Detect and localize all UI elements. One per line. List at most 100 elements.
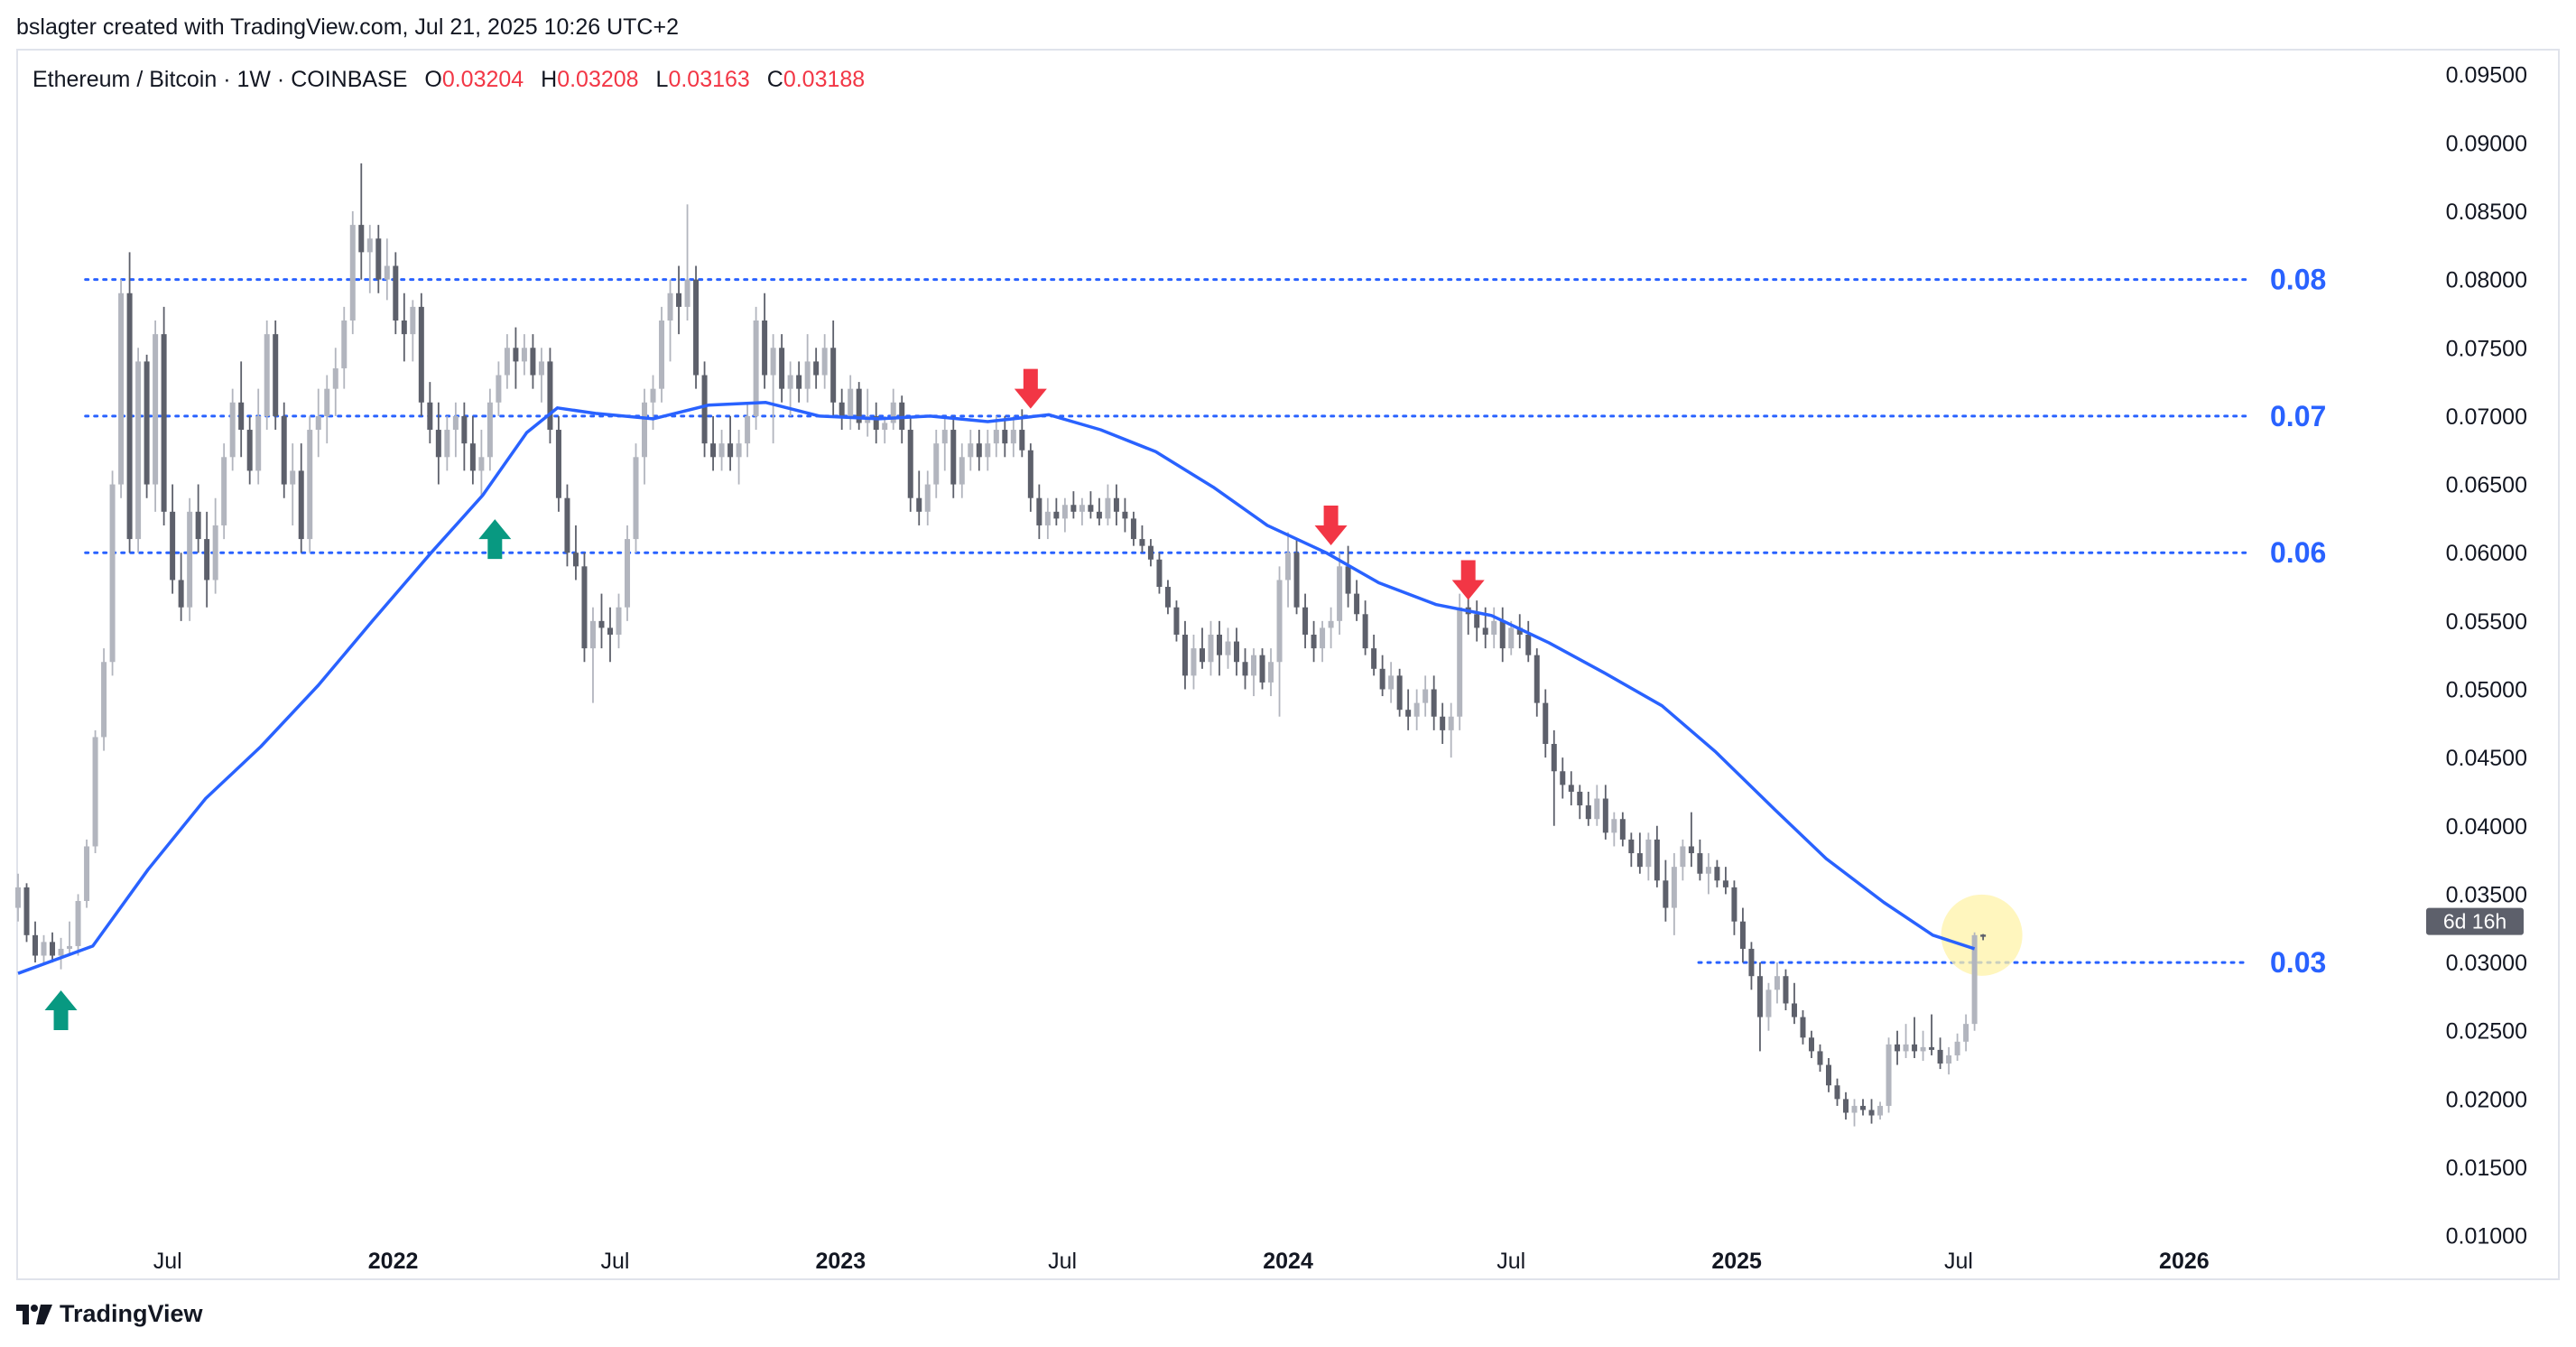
candle-body xyxy=(589,620,596,649)
y-tick-label: 0.03000 xyxy=(2446,951,2527,976)
candle-body xyxy=(109,484,116,663)
candle-body xyxy=(41,942,47,956)
candle-body xyxy=(50,942,56,956)
candle-body xyxy=(993,430,999,444)
candle-body xyxy=(1276,580,1283,663)
x-tick-label: 2026 xyxy=(2159,1249,2210,1274)
candle-body xyxy=(530,348,536,376)
level-label: 0.07 xyxy=(2270,400,2326,432)
candle-body xyxy=(950,430,957,485)
candle-body xyxy=(985,443,991,458)
candle-body xyxy=(1705,867,1711,874)
candle-body xyxy=(701,375,708,444)
countdown-text: 6d 16h xyxy=(2443,910,2507,934)
candle-body xyxy=(1963,1024,1969,1042)
candle-body xyxy=(907,430,913,498)
candle-body xyxy=(804,361,811,389)
candle-body xyxy=(298,470,304,540)
candle-body xyxy=(315,415,321,431)
candle-body xyxy=(452,415,459,431)
candle-body xyxy=(1739,921,1746,949)
candle-body xyxy=(1457,607,1463,717)
candle-body xyxy=(1860,1105,1867,1110)
candle-body xyxy=(1251,655,1257,676)
candle-body xyxy=(1379,668,1385,690)
candle-body xyxy=(839,402,845,416)
candle-body xyxy=(564,497,570,553)
candle-body xyxy=(1791,1003,1797,1017)
candle-body xyxy=(195,511,201,540)
close-value: 0.03188 xyxy=(783,67,866,92)
candle-body xyxy=(1156,559,1163,588)
candle-body xyxy=(1826,1064,1832,1086)
candle-body xyxy=(1130,518,1136,540)
candle-body xyxy=(1070,505,1077,512)
candle-body xyxy=(1173,607,1180,635)
candle-body xyxy=(538,361,544,376)
x-tick-label: Jul xyxy=(1048,1249,1077,1274)
candle-body xyxy=(555,430,561,498)
candle-body xyxy=(1516,627,1523,635)
candle-body xyxy=(1405,710,1412,717)
candle-body xyxy=(23,887,30,935)
candle-body xyxy=(67,945,73,949)
candle-body xyxy=(1259,655,1265,683)
candle-body xyxy=(727,443,734,458)
candle-body xyxy=(941,430,948,444)
low-value: 0.03163 xyxy=(668,67,750,92)
candle-body xyxy=(710,443,717,458)
candle-body xyxy=(273,334,279,416)
candle-body xyxy=(1448,716,1454,730)
candle-body xyxy=(1191,648,1197,676)
candle-body xyxy=(1225,641,1231,655)
y-tick-label: 0.08500 xyxy=(2446,200,2527,225)
candle-body xyxy=(1371,648,1377,669)
candle-body xyxy=(1680,846,1686,868)
candle-body xyxy=(830,348,837,403)
tradingview-logo[interactable]: TradingView xyxy=(16,1300,203,1328)
y-tick-label: 0.05000 xyxy=(2446,677,2527,702)
candle-body xyxy=(821,348,828,376)
candle-body xyxy=(1482,627,1488,635)
candle-body xyxy=(264,334,270,416)
annotation-layer xyxy=(44,368,1485,1031)
candle-body xyxy=(873,415,879,431)
x-tick-label: Jul xyxy=(1496,1249,1525,1274)
candle-body xyxy=(410,306,416,335)
y-tick-label: 0.05500 xyxy=(2446,609,2527,635)
open-value: 0.03204 xyxy=(441,67,524,92)
candle-body xyxy=(1019,430,1025,451)
candle-body xyxy=(1748,948,1755,977)
candle-body xyxy=(1234,641,1240,663)
candle-body xyxy=(1268,662,1274,683)
brand-name: TradingView xyxy=(60,1300,203,1327)
candle-body xyxy=(598,620,605,628)
candle-body xyxy=(1139,539,1145,546)
candle-body xyxy=(1903,1044,1909,1052)
candle-body xyxy=(1602,798,1608,833)
candle-body xyxy=(848,388,854,416)
candle-body xyxy=(1654,839,1660,881)
candle-body xyxy=(1242,662,1248,676)
moving-average-line xyxy=(17,401,1976,975)
candle-body xyxy=(246,430,253,471)
candle-body xyxy=(118,293,125,485)
candle-body xyxy=(1937,1049,1943,1064)
candle-body xyxy=(1671,867,1677,908)
candle-body xyxy=(968,443,974,458)
candle-body xyxy=(916,497,922,512)
candle-body xyxy=(1027,450,1033,498)
time-axis[interactable]: Jul 2022 Jul 2023 Jul 2024 Jul 2025 Jul 2026 xyxy=(153,1249,2210,1274)
candle-body xyxy=(976,443,982,458)
candle-body xyxy=(1036,497,1042,525)
arrow-up-icon xyxy=(44,990,78,1031)
candle-body xyxy=(1293,553,1300,608)
candle-body xyxy=(1912,1044,1918,1052)
candle-body xyxy=(1044,511,1051,525)
level-label: 0.08 xyxy=(2270,264,2326,296)
candle-body xyxy=(693,279,700,376)
arrow-up-icon xyxy=(478,519,512,560)
price-axis[interactable]: 0.09500 0.09000 0.08500 0.08000 0.07500 0.070… xyxy=(2446,63,2527,1249)
candle-body xyxy=(1946,1054,1952,1064)
